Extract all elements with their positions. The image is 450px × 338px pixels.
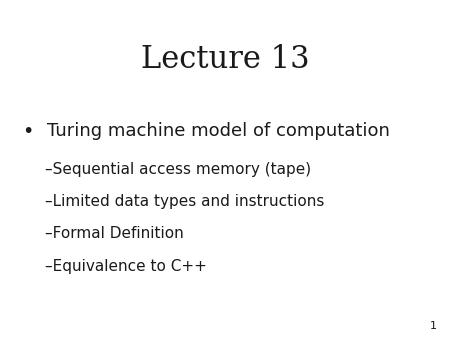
Text: 1: 1 — [429, 321, 436, 331]
Text: –Equivalence to C++: –Equivalence to C++ — [45, 259, 207, 273]
Text: Lecture 13: Lecture 13 — [141, 44, 309, 75]
Text: Turing machine model of computation: Turing machine model of computation — [47, 122, 390, 140]
Text: –Formal Definition: –Formal Definition — [45, 226, 184, 241]
Text: –Limited data types and instructions: –Limited data types and instructions — [45, 194, 324, 209]
Text: –Sequential access memory (tape): –Sequential access memory (tape) — [45, 162, 311, 177]
Text: •: • — [22, 122, 34, 141]
